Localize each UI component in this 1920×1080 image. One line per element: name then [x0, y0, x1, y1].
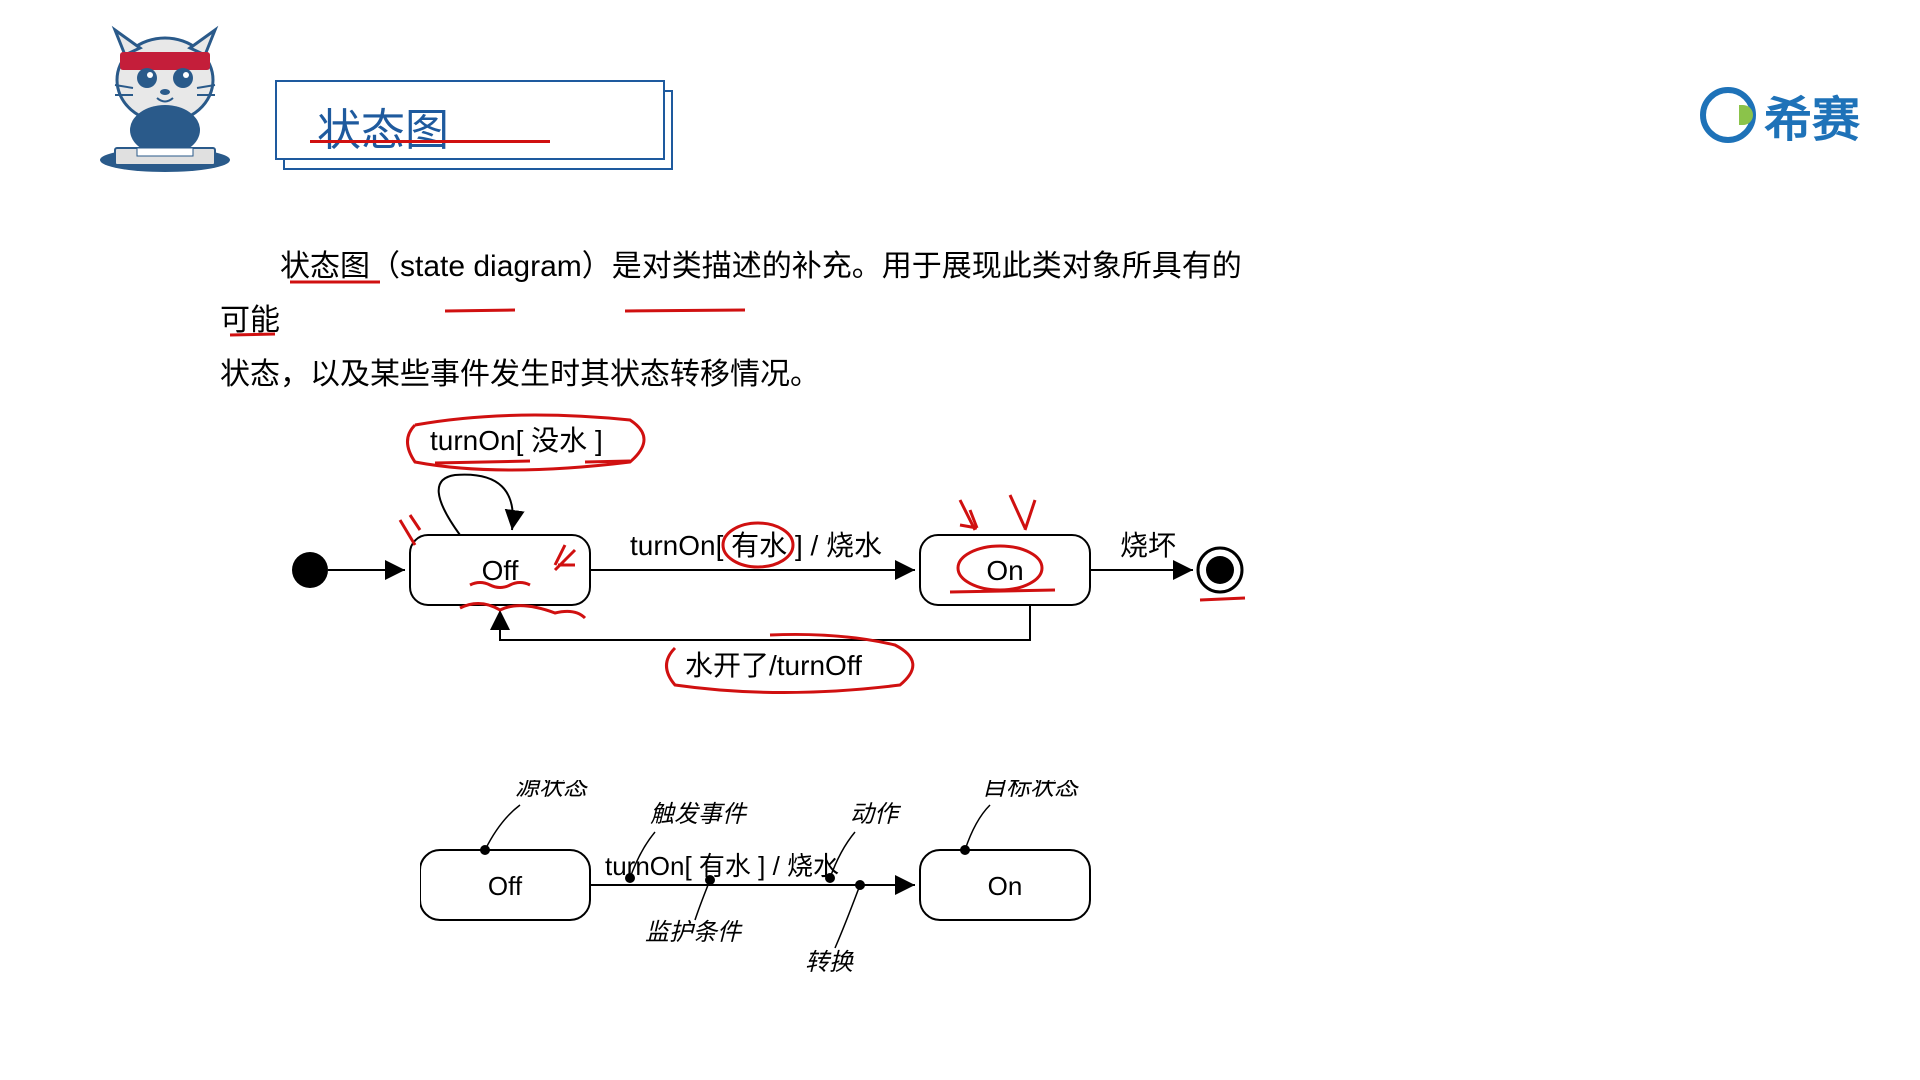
- annotation-target-state: 目标状态: [982, 780, 1081, 801]
- page-title: 状态图: [277, 82, 663, 170]
- title-underline: [310, 140, 550, 143]
- state-on-label: On: [986, 555, 1023, 586]
- transition-final-label: 烧坏: [1120, 530, 1176, 561]
- annotation-transition: 转换: [805, 949, 854, 976]
- title-banner: 状态图: [275, 80, 665, 160]
- description-line1: 状态图（state diagram）是对类描述的补充。用于展现此类对象所具有的可…: [220, 240, 1270, 348]
- transition-on-label: turnOn[ 有水 ] / 烧水: [630, 530, 882, 561]
- logo-text: 希赛: [1764, 80, 1860, 150]
- logo-icon: [1700, 87, 1756, 143]
- initial-state: [292, 552, 328, 588]
- state-diagram-main: Off turnOn[ 没水 ] turnOn[ 有水 ] / 烧水 On 烧坏…: [280, 370, 1380, 770]
- annotation-trigger-event: 触发事件: [650, 801, 748, 828]
- state-on-2-label: On: [988, 871, 1023, 901]
- brand-logo: 希赛: [1700, 80, 1860, 150]
- state-off-label: Off: [482, 555, 519, 586]
- annotation-action: 动作: [850, 801, 902, 828]
- final-state-inner: [1206, 556, 1234, 584]
- state-off-2-label: Off: [488, 871, 523, 901]
- transition-self-label: turnOn[ 没水 ]: [430, 425, 603, 456]
- transition-off-label: 水开了/turnOff: [685, 650, 862, 681]
- annotation-guard: 监护条件: [645, 919, 743, 946]
- state-diagram-annotated: Off turnOn[ 有水 ] / 烧水 On 源状态 触发事件 动作 目标状…: [420, 780, 1220, 1000]
- mascot-illustration: [85, 20, 245, 180]
- annotation-source-state: 源状态: [515, 780, 590, 801]
